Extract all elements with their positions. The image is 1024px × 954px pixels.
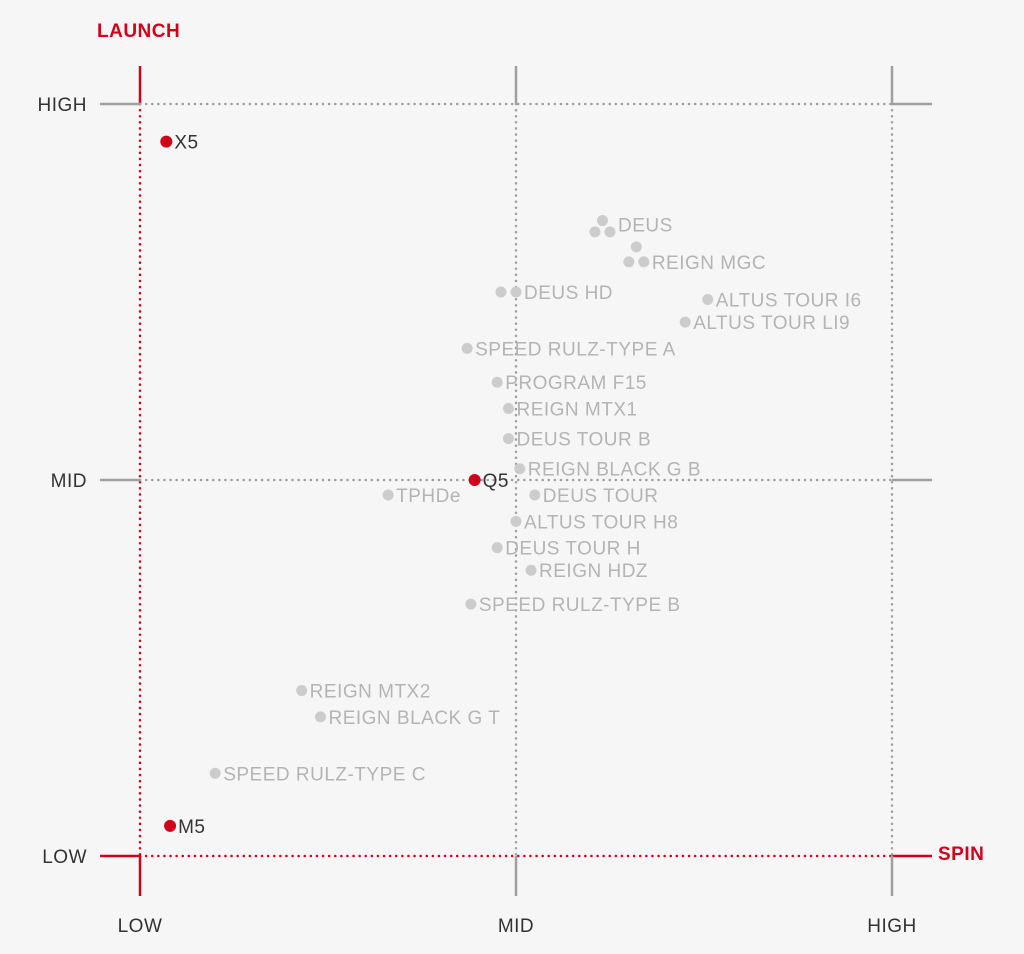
axes: LAUNCH SPIN LOW MID HIGH LOW MID HIGH <box>38 21 984 937</box>
point-marker <box>491 542 503 554</box>
point-marker <box>461 342 473 354</box>
point-marker <box>623 256 635 268</box>
point-marker <box>589 226 601 238</box>
point-label: SPEED RULZ-TYPE A <box>475 339 676 360</box>
data-point: DEUS TOUR H <box>491 539 641 560</box>
point-marker <box>638 256 650 268</box>
data-point: REIGN MGC <box>623 241 766 274</box>
x-tick-label: MID <box>498 916 534 937</box>
data-point: REIGN BLACK G T <box>314 708 500 729</box>
point-marker <box>495 286 507 298</box>
data-point: SPEED RULZ-TYPE C <box>209 764 426 785</box>
data-point: REIGN MTX1 <box>502 400 637 421</box>
point-label: TPHDe <box>396 486 461 507</box>
point-marker <box>502 433 514 445</box>
data-point: REIGN BLACK G B <box>514 460 701 481</box>
point-marker <box>160 135 173 148</box>
point-label: Q5 <box>483 471 509 492</box>
data-point: REIGN HDZ <box>525 561 648 582</box>
data-point: REIGN MTX2 <box>296 682 431 703</box>
point-label: REIGN MTX2 <box>310 682 431 703</box>
point-label: DEUS TOUR B <box>516 430 651 451</box>
data-point: SPEED RULZ-TYPE A <box>461 339 676 360</box>
point-marker <box>510 286 522 298</box>
point-label: DEUS <box>618 215 673 236</box>
y-axis-title: LAUNCH <box>97 21 180 42</box>
point-label: REIGN BLACK G B <box>528 460 701 481</box>
point-marker <box>382 489 394 501</box>
point-marker <box>465 598 477 610</box>
y-tick-label: MID <box>51 471 87 492</box>
point-marker <box>702 294 714 306</box>
point-marker <box>502 403 514 415</box>
y-tick-label: LOW <box>42 847 87 868</box>
point-label: REIGN MTX1 <box>516 400 637 421</box>
point-label: DEUS TOUR H <box>505 539 641 560</box>
point-marker <box>514 463 526 475</box>
point-label: ALTUS TOUR LI9 <box>693 313 850 334</box>
point-marker <box>529 489 541 501</box>
data-point: DEUS TOUR B <box>502 430 651 451</box>
point-label: SPEED RULZ-TYPE C <box>223 764 426 785</box>
point-marker <box>525 564 537 576</box>
point-marker <box>468 474 481 486</box>
point-label: DEUS HD <box>524 283 613 304</box>
data-point: PROGRAM F15 <box>491 373 647 394</box>
point-label: M5 <box>178 817 205 838</box>
point-marker <box>209 767 221 779</box>
highlighted-point: Q5 <box>468 471 509 492</box>
data-point: DEUS HD <box>495 283 613 304</box>
point-label: REIGN BLACK G T <box>328 708 500 729</box>
point-label: REIGN MGC <box>652 253 766 274</box>
point-label: REIGN HDZ <box>539 561 648 582</box>
data-point: DEUS <box>589 215 673 238</box>
y-tick-label: HIGH <box>38 95 88 116</box>
data-point: SPEED RULZ-TYPE B <box>465 595 680 616</box>
point-marker <box>604 226 616 238</box>
point-label: SPEED RULZ-TYPE B <box>479 595 681 616</box>
highlighted-point: M5 <box>164 817 205 838</box>
x-tick-label: LOW <box>118 916 163 937</box>
point-marker <box>679 316 691 328</box>
data-point: ALTUS TOUR I6 <box>702 291 861 312</box>
data-point: TPHDe <box>382 486 461 507</box>
point-marker <box>314 711 326 723</box>
point-label: ALTUS TOUR I6 <box>716 291 862 312</box>
x-tick-label: HIGH <box>867 916 917 937</box>
data-point: DEUS TOUR <box>529 486 658 507</box>
point-marker <box>296 685 308 697</box>
point-marker <box>510 515 522 527</box>
point-marker <box>164 819 177 832</box>
point-label: X5 <box>174 133 198 154</box>
point-label: DEUS TOUR <box>543 486 659 507</box>
point-marker <box>630 241 642 253</box>
grid <box>100 66 932 896</box>
data-point: ALTUS TOUR H8 <box>510 512 678 533</box>
point-label: ALTUS TOUR H8 <box>524 512 678 533</box>
highlighted-point: X5 <box>160 133 198 154</box>
point-marker <box>491 376 503 388</box>
x-axis-title: SPIN <box>938 844 984 865</box>
data-point: ALTUS TOUR LI9 <box>679 313 850 334</box>
point-label: PROGRAM F15 <box>505 373 647 394</box>
point-marker <box>596 215 608 227</box>
